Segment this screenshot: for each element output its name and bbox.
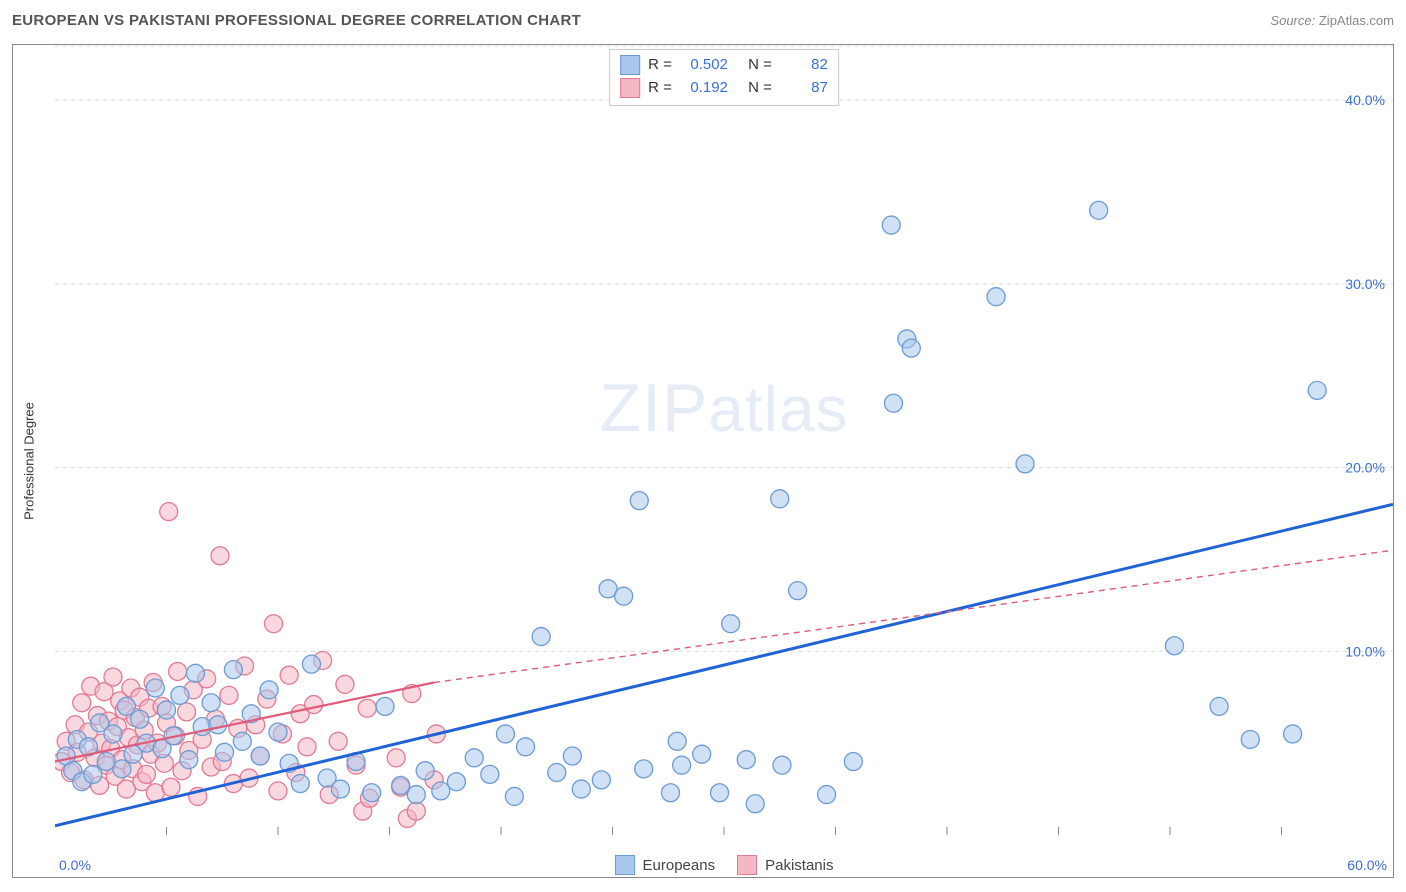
stats-legend: R = 0.502 N = 82 R = 0.192 N = 87 <box>609 49 839 106</box>
r-value-pakistanis: 0.192 <box>680 77 728 100</box>
x-max-label: 60.0% <box>1347 857 1387 873</box>
svg-text:10.0%: 10.0% <box>1345 643 1385 659</box>
plot-area: 10.0%20.0%30.0%40.0% ZIPatlas R = 0.502 … <box>55 45 1393 835</box>
scatter-chart: 10.0% 20.0% 30.0% 40.0% <box>55 45 1393 835</box>
svg-text:20.0%: 20.0% <box>1345 460 1385 476</box>
legend-label-europeans: Europeans <box>643 857 716 874</box>
chart-title: EUROPEAN VS PAKISTANI PROFESSIONAL DEGRE… <box>12 12 581 29</box>
bottom-legend: Europeans Pakistanis <box>55 835 1393 877</box>
source-label: Source: <box>1270 13 1315 28</box>
stats-row-europeans: R = 0.502 N = 82 <box>620 54 828 77</box>
n-value-europeans: 82 <box>780 54 828 77</box>
r-value-europeans: 0.502 <box>680 54 728 77</box>
legend-item-pakistanis: Pakistanis <box>737 855 833 875</box>
y-axis-label: Professional Degree <box>22 402 37 520</box>
legend-label-pakistanis: Pakistanis <box>765 857 833 874</box>
swatch-pakistanis <box>737 855 757 875</box>
x-min-label: 0.0% <box>59 857 91 873</box>
n-label: N = <box>748 54 772 77</box>
n-value-pakistanis: 87 <box>780 77 828 100</box>
header: EUROPEAN VS PAKISTANI PROFESSIONAL DEGRE… <box>12 12 1394 36</box>
legend-item-europeans: Europeans <box>615 855 716 875</box>
n-label: N = <box>748 77 772 100</box>
x-axis-end-labels: 0.0% 60.0% <box>55 837 1393 877</box>
source-value: ZipAtlas.com <box>1319 13 1394 28</box>
swatch-pakistanis <box>620 78 640 98</box>
swatch-europeans <box>615 855 635 875</box>
plot-frame: Professional Degree 10.0% 20.0% 30.0% 40.0%… <box>12 44 1394 878</box>
r-label: R = <box>648 54 672 77</box>
swatch-europeans <box>620 55 640 75</box>
page: EUROPEAN VS PAKISTANI PROFESSIONAL DEGRE… <box>0 0 1406 892</box>
source: Source: ZipAtlas.com <box>1270 13 1394 28</box>
svg-text:30.0%: 30.0% <box>1345 276 1385 292</box>
svg-text:40.0%: 40.0% <box>1345 92 1385 108</box>
r-label: R = <box>648 77 672 100</box>
stats-row-pakistanis: R = 0.192 N = 87 <box>620 77 828 100</box>
